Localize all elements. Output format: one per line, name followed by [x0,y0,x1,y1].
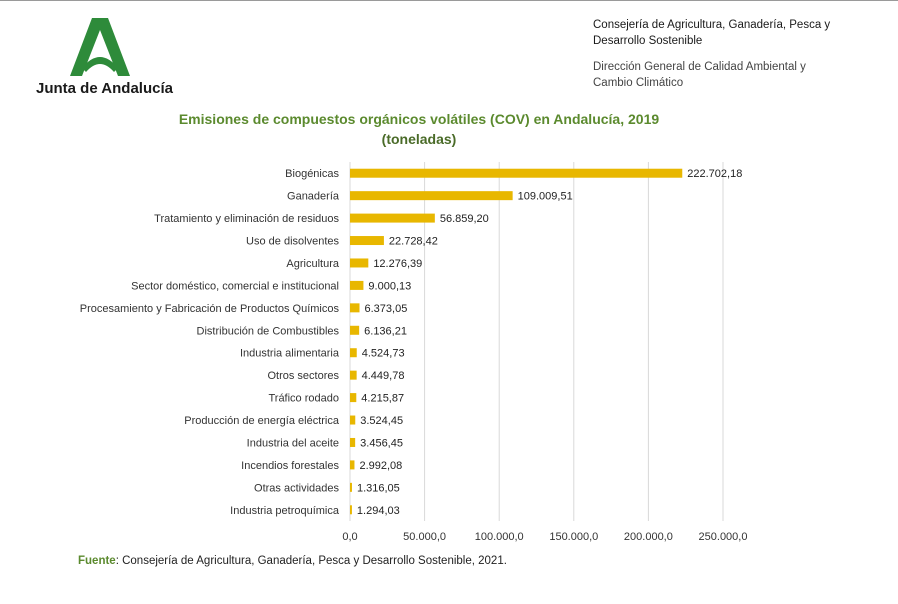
category-label: Producción de energía eléctrica [184,415,340,427]
bar [350,303,360,313]
category-label: Tratamiento y eliminación de residuos [154,213,339,225]
category-label: Otras actividades [254,482,339,494]
data-label: 3.524,45 [360,415,403,427]
data-label: 3.456,45 [360,437,403,449]
category-label: Distribución de Combustibles [197,325,340,337]
chart-subtitle: (toneladas) [381,131,457,147]
bar [350,437,356,447]
data-label: 12.276,39 [373,258,422,270]
directorate-line2: Cambio Climático [593,77,684,89]
category-label: Industria del aceite [247,437,339,449]
data-label: 22.728,42 [389,236,438,248]
junta-emblem-icon [70,18,130,76]
bar [350,370,357,380]
source-note: Fuente: Consejería de Agricultura, Ganad… [78,555,507,567]
data-label: 2.992,08 [359,460,402,472]
bar [350,325,360,335]
bar [350,482,352,492]
org-name: Junta de Andalucía [36,80,173,97]
category-label: Uso de disolventes [246,236,339,248]
bar [350,505,352,515]
data-label: 222.702,18 [687,168,742,180]
top-rule [0,0,898,1]
bar [350,168,683,178]
bar [350,348,357,358]
category-label: Ganadería [287,191,340,203]
bar [350,280,364,290]
bar [350,415,356,425]
bar [350,258,369,268]
category-label: Sector doméstico, comercial e institucio… [131,280,339,292]
data-label: 4.524,73 [362,348,405,360]
category-label: Tráfico rodado [268,393,339,405]
x-tick-label: 150.000,0 [549,531,598,543]
category-label: Incendios forestales [241,460,339,472]
x-tick-label: 50.000,0 [403,531,446,543]
bar [350,191,513,201]
x-tick-label: 100.000,0 [475,531,524,543]
data-label: 56.859,20 [440,213,489,225]
data-label: 6.136,21 [364,325,407,337]
source-label: Fuente [78,555,116,567]
junta-logo: Junta de Andalucía [36,18,176,98]
x-tick-label: 250.000,0 [699,531,748,543]
data-label: 1.294,03 [357,505,400,517]
category-label: Industria petroquímica [230,505,340,517]
bar [350,213,435,223]
department-line2: Desarrollo Sostenible [593,35,703,47]
data-label: 1.316,05 [357,482,400,494]
directorate-line1: Dirección General de Calidad Ambiental y [593,61,806,73]
bar [350,460,355,470]
x-tick-label: 0,0 [342,531,357,543]
chart-title-block: Emisiones de compuestos orgánicos voláti… [0,109,838,149]
category-label: Agricultura [286,258,339,270]
category-label: Biogénicas [285,168,339,180]
data-label: 109.009,51 [518,191,573,203]
category-label: Otros sectores [267,370,339,382]
data-label: 4.449,78 [362,370,405,382]
data-label: 9.000,13 [368,280,411,292]
category-label: Industria alimentaria [240,348,340,360]
category-label: Procesamiento y Fabricación de Productos… [80,303,340,315]
x-tick-label: 200.000,0 [624,531,673,543]
chart-title: Emisiones de compuestos orgánicos voláti… [178,111,660,127]
department-line1: Consejería de Agricultura, Ganadería, Pe… [593,19,831,31]
source-text: : Consejería de Agricultura, Ganadería, … [115,555,507,567]
department-block: Consejería de Agricultura, Ganadería, Pe… [593,17,883,91]
bar [350,393,357,403]
data-label: 6.373,05 [365,303,408,315]
data-label: 4.215,87 [361,393,404,405]
bar [350,236,384,246]
